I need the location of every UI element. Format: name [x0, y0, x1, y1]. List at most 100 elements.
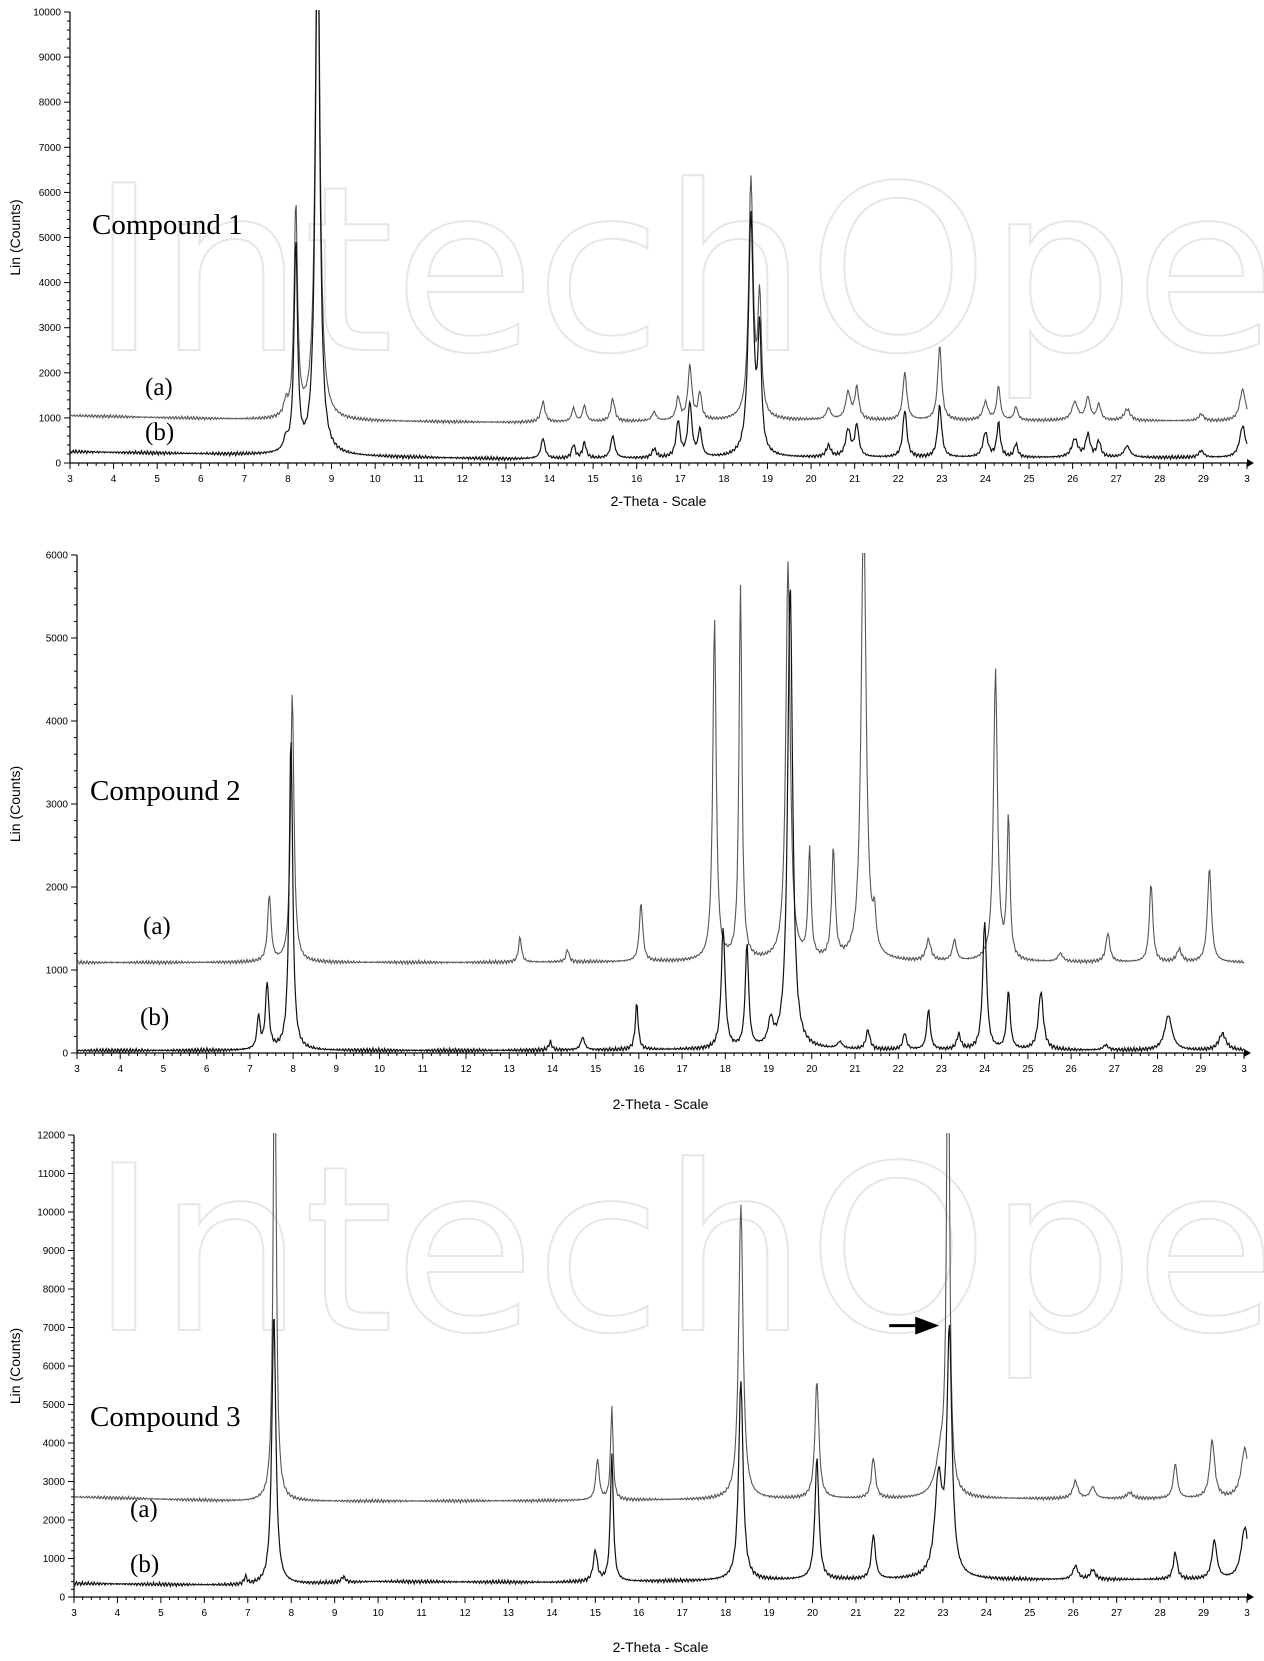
- x-tick-label: 20: [807, 1608, 819, 1619]
- x-tick-label: 11: [418, 1064, 429, 1075]
- x-tick-label: 25: [1024, 1608, 1036, 1619]
- y-tick-label: 0: [59, 1593, 65, 1604]
- x-tick-label: 5: [154, 474, 160, 485]
- series-a-label: (a): [145, 374, 173, 401]
- x-tick-label: 18: [720, 1608, 732, 1619]
- x-tick-label: 24: [980, 474, 992, 485]
- x-tick-label: 4: [111, 474, 117, 485]
- chart-compound-2: 0 1000 2000 3000 4000 5000 6000 3 4 5 6 7 8 9 10 11 12 13…: [7, 551, 1251, 1112]
- x-tick-label: 6: [198, 474, 204, 485]
- x-tick-label: 28: [1155, 1608, 1167, 1619]
- x-tick-label: 3: [1241, 1064, 1247, 1075]
- x-tick-label: 4: [117, 1064, 123, 1075]
- x-tick-label: 29: [1195, 1064, 1207, 1075]
- x-tick-label: 11: [416, 1608, 427, 1619]
- x-tick-label: 21: [849, 474, 861, 485]
- x-tick-label: 23: [936, 474, 948, 485]
- y-tick-label: 11000: [38, 1169, 66, 1180]
- x-tick-label: 10: [370, 474, 382, 485]
- x-axis-label: 2-Theta - Scale: [613, 1639, 709, 1655]
- x-axis-arrow-icon: [1247, 459, 1254, 467]
- y-tick-label: 2000: [43, 1516, 66, 1527]
- y-tick-label: 7000: [39, 143, 62, 154]
- x-tick-label: 24: [979, 1064, 991, 1075]
- y-tick-label: 9000: [39, 53, 62, 64]
- y-tick-label: 3000: [43, 1477, 66, 1488]
- y-tick-label: 5000: [46, 634, 69, 645]
- x-tick-label: 18: [718, 474, 730, 485]
- x-tick-label: 16: [633, 1608, 645, 1619]
- x-tick-label: 25: [1022, 1064, 1034, 1075]
- traces: [77, 553, 1245, 1053]
- x-tick-label: 23: [936, 1064, 948, 1075]
- x-tick-label: 19: [763, 1064, 775, 1075]
- x-tick-label: 17: [677, 1608, 689, 1619]
- x-tick-label: 27: [1109, 1064, 1121, 1075]
- x-tick-label: 12: [460, 1064, 472, 1075]
- y-tick-label: 10000: [37, 1208, 65, 1219]
- x-tick-label: 14: [547, 1064, 559, 1075]
- x-tick-label: 9: [329, 474, 335, 485]
- x-tick-label: 27: [1111, 474, 1123, 485]
- watermark-bottom: IntechOpen: [89, 1117, 1264, 1386]
- y-tick-label: 0: [62, 1049, 68, 1060]
- x-axis-arrow-icon: [1247, 1593, 1254, 1601]
- x-tick-label: 18: [720, 1064, 732, 1075]
- x-tick-label: 22: [893, 1064, 905, 1075]
- series-a-label: (a): [130, 1496, 158, 1523]
- x-tick-label: 25: [1023, 474, 1035, 485]
- y-tick-label: 12000: [37, 1131, 65, 1142]
- x-tick-label: 5: [158, 1608, 164, 1619]
- x-tick-label: 3: [1244, 474, 1250, 485]
- y-tick-label: 6000: [39, 188, 62, 199]
- x-tick-label: 8: [288, 1608, 294, 1619]
- x-tick-label: 15: [590, 1064, 602, 1075]
- series-b-line: [74, 1318, 1248, 1589]
- chart-compound-1: 0 1000 2000 3000 4000 5000 6000 7000 8000 9000 100…: [7, 8, 1254, 509]
- y-tick-label: 8000: [43, 1285, 66, 1296]
- y-tick-label: 6000: [43, 1362, 66, 1373]
- y-tick-label: 7000: [43, 1323, 66, 1334]
- x-tick-label: 26: [1066, 1064, 1078, 1075]
- x-tick-label: 8: [290, 1064, 296, 1075]
- compound-title: Compound 2: [90, 775, 241, 807]
- x-tick-label: 17: [677, 1064, 689, 1075]
- x-tick-label: 5: [161, 1064, 167, 1075]
- watermark-text: IntechOpen: [90, 138, 1264, 405]
- x-tick-label: 23: [937, 1608, 949, 1619]
- x-tick-label: 8: [285, 474, 291, 485]
- y-tick-label: 2000: [39, 368, 62, 379]
- x-tick-label: 26: [1067, 474, 1079, 485]
- x-tick-label: 13: [500, 474, 512, 485]
- y-tick-label: 8000: [39, 98, 62, 109]
- x-tick-label: 16: [633, 1064, 645, 1075]
- series-b-line: [70, 10, 1248, 462]
- x-tick-label: 24: [981, 1608, 993, 1619]
- y-tick-label: 5000: [39, 233, 62, 244]
- y-tick-label: 6000: [46, 551, 69, 562]
- x-tick-label: 22: [893, 474, 905, 485]
- x-tick-label: 10: [374, 1064, 386, 1075]
- x-tick-label: 20: [806, 1064, 818, 1075]
- watermark-top: IntechOpen: [89, 137, 1264, 406]
- y-tick-label: 0: [55, 459, 61, 470]
- series-b-label: (b): [140, 1004, 169, 1031]
- x-tick-label: 26: [1068, 1608, 1080, 1619]
- x-tick-label: 21: [850, 1608, 862, 1619]
- compound-title: Compound 1: [92, 209, 243, 241]
- x-tick-label: 10: [373, 1608, 385, 1619]
- y-tick-label: 5000: [43, 1400, 66, 1411]
- x-tick-label: 27: [1111, 1608, 1123, 1619]
- series-a-label: (a): [143, 913, 171, 940]
- x-tick-label: 3: [1244, 1608, 1250, 1619]
- y-tick-label: 1000: [46, 966, 69, 977]
- x-tick-label: 14: [546, 1608, 558, 1619]
- x-tick-label: 19: [764, 1608, 776, 1619]
- y-tick-label: 4000: [39, 278, 62, 289]
- x-tick-label: 3: [71, 1608, 77, 1619]
- x-tick-label: 21: [849, 1064, 861, 1075]
- traces: [70, 10, 1248, 462]
- series-a-line: [77, 553, 1245, 966]
- series-a-line: [74, 1133, 1248, 1505]
